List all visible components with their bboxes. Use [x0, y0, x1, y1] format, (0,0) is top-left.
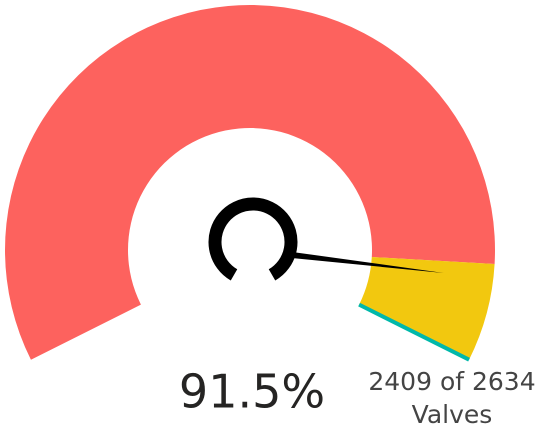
gauge-value-label: 91.5%	[179, 365, 325, 419]
needle	[294, 252, 444, 274]
caption-line: Valves	[412, 400, 493, 429]
gauge-band	[359, 256, 495, 360]
gauge-end-line	[358, 302, 470, 362]
caption-line: 2409 of 2634	[368, 367, 535, 396]
gauge-band	[4, 4, 495, 360]
needle-hub	[208, 197, 298, 281]
